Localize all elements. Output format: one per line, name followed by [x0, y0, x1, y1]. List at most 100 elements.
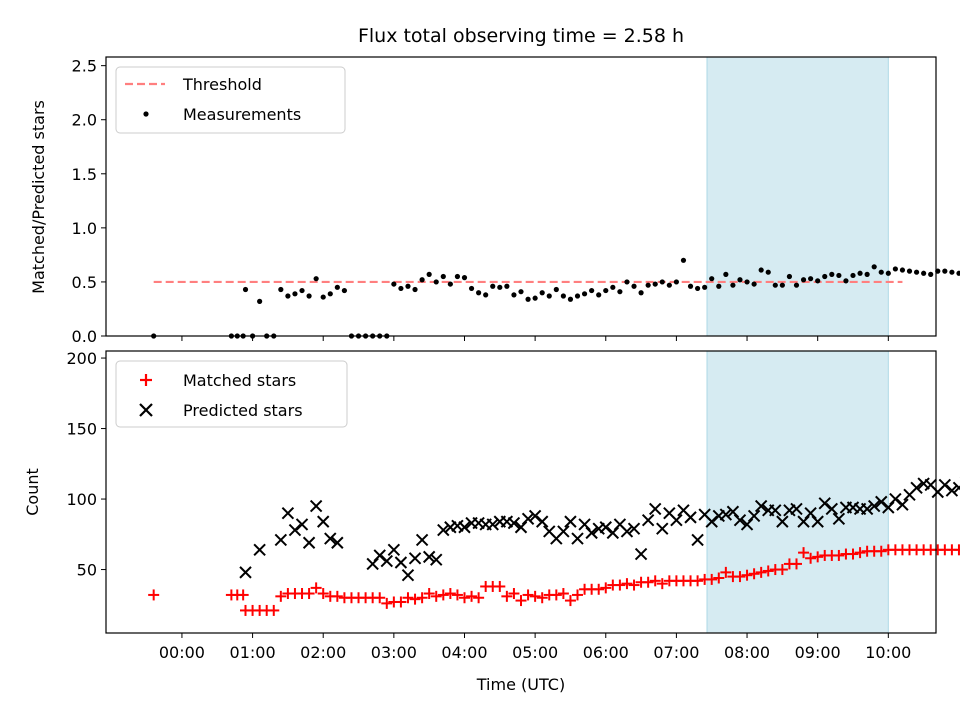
predicted-star-point: [324, 532, 337, 545]
measurement-point: [786, 273, 793, 280]
bottom-y-tick-label: 200: [66, 349, 97, 368]
matched-star-point: [847, 548, 859, 560]
measurement-point: [447, 281, 453, 287]
matched-star-point: [536, 592, 548, 604]
matched-star-point: [473, 592, 485, 604]
x-tick-label: 09:00: [795, 643, 841, 662]
bottom-axes-frame: [105, 350, 937, 634]
measurement-point: [341, 287, 348, 294]
measurement-point: [772, 282, 778, 288]
threshold-legend-label: Threshold: [182, 75, 262, 94]
measurement-point: [426, 271, 432, 277]
measurement-point: [313, 276, 319, 282]
measurement-point: [716, 283, 722, 289]
matched-star-point: [437, 589, 449, 601]
predicted-star-point: [634, 547, 648, 561]
bottom-y-axis: 50 100 150 200: [66, 349, 106, 580]
matched-star-point: [331, 590, 343, 602]
matched-star-point: [953, 544, 960, 556]
matched-star-point: [409, 593, 421, 605]
x-tick-label: 02:00: [300, 643, 346, 662]
x-tick-label: 06:00: [583, 643, 629, 662]
measurement-point: [285, 293, 291, 299]
measurement-point: [631, 283, 637, 289]
predicted-star-point: [408, 552, 422, 565]
measurement-point: [808, 276, 814, 282]
top-y-tick-label: 1.5: [72, 165, 97, 184]
measurement-point: [694, 285, 701, 292]
matched-star-point: [268, 604, 280, 616]
predicted-star-point: [599, 521, 612, 534]
predicted-star-point: [811, 515, 824, 528]
measurement-point: [334, 284, 340, 290]
predicted-star-point: [719, 508, 733, 521]
x-axis-label: Time (UTC): [476, 675, 565, 694]
measurement-point: [546, 293, 552, 299]
matched-star-point: [720, 566, 732, 578]
x-tick-label: 00:00: [159, 643, 205, 662]
measurement-point: [864, 271, 870, 277]
matched-star-point: [748, 568, 760, 580]
measurement-point: [596, 292, 602, 298]
measurement-point: [793, 282, 800, 288]
measurement-point: [242, 286, 249, 293]
predicted-star-point: [825, 502, 839, 516]
predicted-star-point: [641, 513, 655, 527]
bottom-legend: Matched stars Predicted stars: [115, 360, 348, 428]
matched-star-point: [762, 565, 774, 577]
measurement-point: [483, 292, 489, 298]
measurement-point: [391, 281, 397, 287]
predicted-star-point: [860, 502, 874, 516]
predicted-star-point: [684, 511, 697, 524]
predicted-star-point: [867, 499, 881, 513]
predicted-star-point: [571, 532, 584, 545]
measurement-point: [567, 296, 574, 302]
measurement-point: [871, 264, 877, 270]
matched-star-point: [790, 558, 802, 570]
matched-star-point: [734, 571, 746, 583]
matched-star-point: [557, 588, 569, 600]
predicted-star-point: [585, 526, 598, 540]
measurement-point: [850, 272, 856, 279]
matched-legend-swatch: [140, 374, 152, 386]
matched-star-point: [854, 547, 866, 559]
measurement-point: [257, 298, 263, 304]
matched-star-point: [692, 575, 704, 587]
measurements-legend-swatch: [143, 111, 149, 117]
predicted-star-point: [422, 550, 436, 564]
predicted-star-point: [952, 481, 960, 494]
matched-star-point: [649, 575, 661, 587]
matched-star-point: [310, 582, 322, 594]
predicted-star-point: [620, 525, 634, 538]
predicted-star-point: [458, 521, 471, 534]
matched-star-point: [501, 590, 513, 602]
matched-star-point: [451, 589, 463, 601]
measurement-point: [278, 286, 284, 293]
matched-star-point: [628, 579, 640, 591]
predicted-star-point: [309, 499, 323, 513]
predicted-star-point: [889, 492, 902, 506]
measurement-point: [921, 270, 927, 276]
predicted-star-point: [557, 525, 570, 538]
predicted-star-point: [705, 515, 718, 528]
top-y-axis-label: Matched/Predicted stars: [29, 100, 48, 294]
top-axes-frame: [105, 56, 937, 337]
top-highlight-span: [706, 56, 889, 337]
predicted-star-point: [415, 533, 429, 547]
top-y-axis: 0.0 0.5 1.0 1.5 2.0 2.5: [72, 57, 106, 346]
measurement-point: [539, 290, 545, 296]
measurement-point: [518, 289, 524, 295]
measurement-point: [913, 269, 920, 275]
chart-title: Flux total observing time = 2.58 h: [358, 25, 684, 47]
matched-star-point: [458, 592, 470, 604]
measurement-point: [327, 291, 333, 297]
predicted-star-point: [910, 481, 923, 494]
predicted-star-point: [691, 533, 704, 547]
predicted-star-point: [486, 518, 499, 531]
measurement-point: [525, 296, 531, 302]
predicted-star-point: [281, 506, 295, 520]
predicted-star-point: [818, 497, 831, 510]
measurement-point: [497, 284, 503, 290]
predicted-star-point: [507, 516, 521, 530]
